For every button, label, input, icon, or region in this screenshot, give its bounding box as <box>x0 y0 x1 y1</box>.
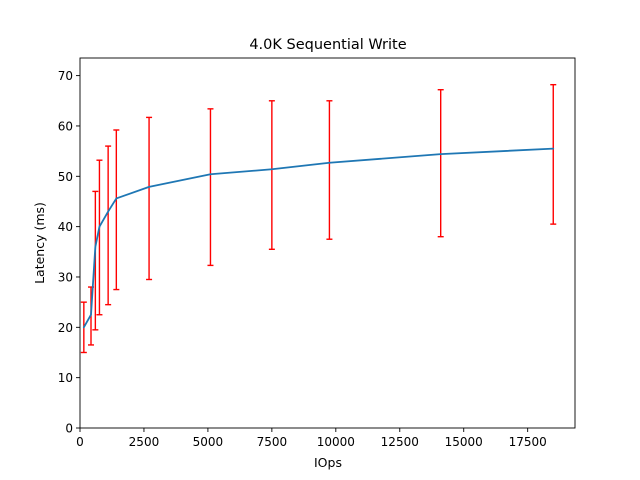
x-axis-ticks: 0 2500 5000 7500 10000 12500 15000 17500 <box>76 428 547 449</box>
series-layer <box>82 147 555 329</box>
y-axis-label: Latency (ms) <box>32 202 47 284</box>
x-tick-label: 5000 <box>193 435 224 449</box>
y-tick-label: 50 <box>58 170 73 184</box>
y-tick-label: 0 <box>65 422 73 436</box>
x-tick-label: 15000 <box>445 435 483 449</box>
latency-series-line <box>82 147 555 329</box>
x-tick-label: 12500 <box>381 435 419 449</box>
x-tick-label: 2500 <box>129 435 160 449</box>
y-axis-ticks: 0 10 20 30 40 50 60 70 <box>58 69 80 436</box>
error-bars <box>80 83 557 354</box>
error-bar <box>96 159 103 316</box>
x-tick-label: 7500 <box>257 435 288 449</box>
y-tick-label: 40 <box>58 220 73 234</box>
x-tick-label: 17500 <box>509 435 547 449</box>
y-tick-label: 20 <box>58 321 73 335</box>
error-bar <box>437 89 444 238</box>
x-axis-label: IOps <box>314 455 342 470</box>
error-bar <box>146 116 153 281</box>
error-bar <box>113 129 120 291</box>
error-bar <box>207 108 214 267</box>
error-bar <box>550 83 557 225</box>
y-tick-label: 70 <box>58 69 73 83</box>
chart-title: 4.0K Sequential Write <box>249 37 406 53</box>
axes-frame <box>79 57 576 429</box>
x-tick-label: 0 <box>76 435 84 449</box>
error-bar <box>105 145 112 306</box>
x-tick-label: 10000 <box>317 435 355 449</box>
y-tick-label: 30 <box>58 270 73 284</box>
error-bar <box>326 100 333 240</box>
y-tick-label: 10 <box>58 371 73 385</box>
error-bar <box>268 100 275 250</box>
y-tick-label: 60 <box>58 119 73 133</box>
